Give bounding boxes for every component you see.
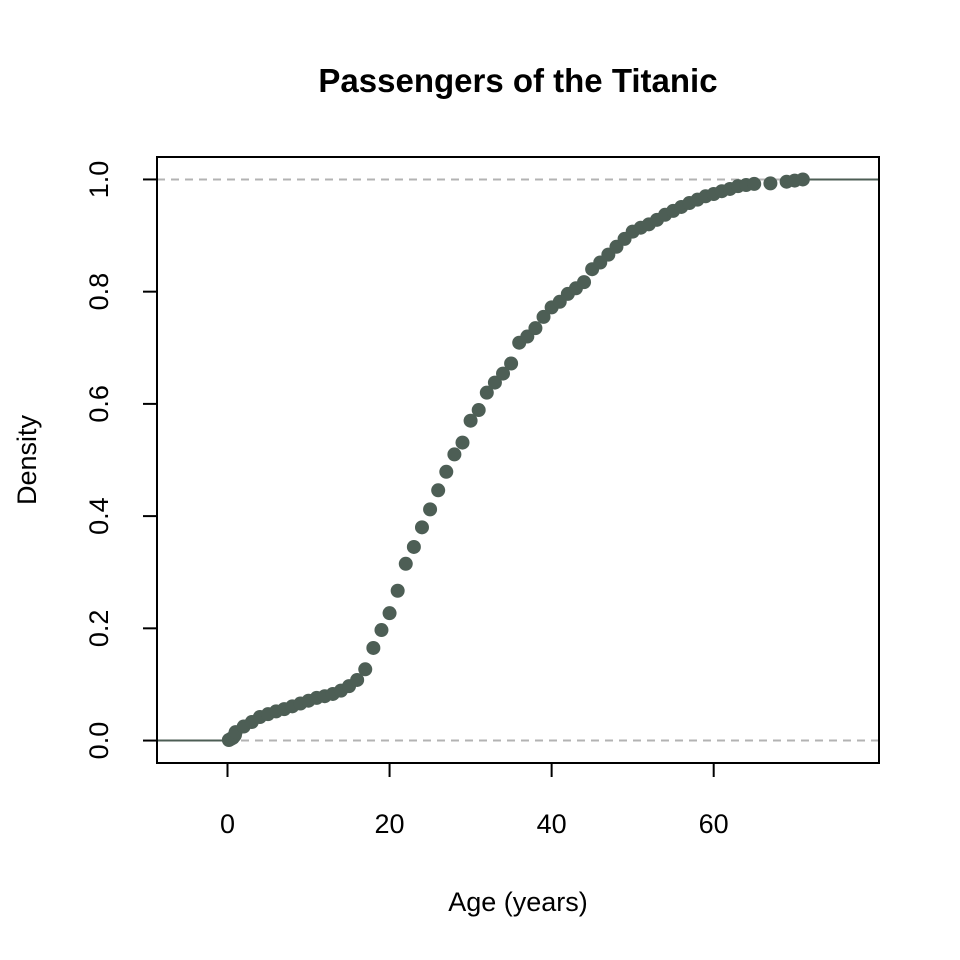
data-point	[447, 447, 462, 462]
x-tick-label: 40	[537, 809, 567, 839]
y-axis-label: Density	[12, 414, 42, 505]
x-tick-label: 60	[699, 809, 729, 839]
data-point	[577, 275, 592, 290]
data-point	[795, 172, 810, 187]
data-point	[350, 672, 365, 687]
data-point	[471, 403, 486, 418]
data-point	[358, 662, 373, 677]
data-point	[479, 385, 494, 400]
y-tick-label: 0.4	[84, 497, 114, 535]
data-points	[157, 172, 879, 747]
data-point	[536, 309, 551, 324]
data-point	[763, 176, 778, 191]
data-point	[390, 583, 405, 598]
data-point	[423, 502, 438, 517]
data-point	[398, 556, 413, 571]
chart-title: Passengers of the Titanic	[318, 62, 717, 99]
plot-frame	[156, 156, 880, 764]
x-tick-label: 20	[375, 809, 405, 839]
data-point	[747, 176, 762, 191]
y-axis: 0.0 0.2 0.4 0.6 0.8 1.0	[84, 161, 158, 760]
x-tick-label: 0	[220, 809, 235, 839]
data-point	[463, 413, 478, 428]
data-point	[374, 623, 389, 638]
data-point	[406, 539, 421, 554]
y-tick-label: 0.6	[84, 385, 114, 423]
reference-lines	[157, 178, 879, 742]
data-point	[496, 366, 511, 381]
data-point	[455, 435, 470, 450]
y-tick-label: 1.0	[84, 161, 114, 199]
data-point	[439, 464, 454, 479]
data-point	[487, 375, 502, 390]
y-tick-label: 0.2	[84, 610, 114, 648]
data-point	[414, 520, 429, 535]
data-point	[382, 606, 397, 621]
y-tick-label: 0.8	[84, 273, 114, 311]
x-axis: 0 20 40 60	[220, 762, 729, 839]
data-point	[528, 321, 543, 336]
y-tick-label: 0.0	[84, 722, 114, 760]
data-point	[504, 356, 519, 371]
x-axis-label: Age (years)	[448, 887, 588, 917]
data-point	[366, 640, 381, 655]
data-point	[431, 483, 446, 498]
